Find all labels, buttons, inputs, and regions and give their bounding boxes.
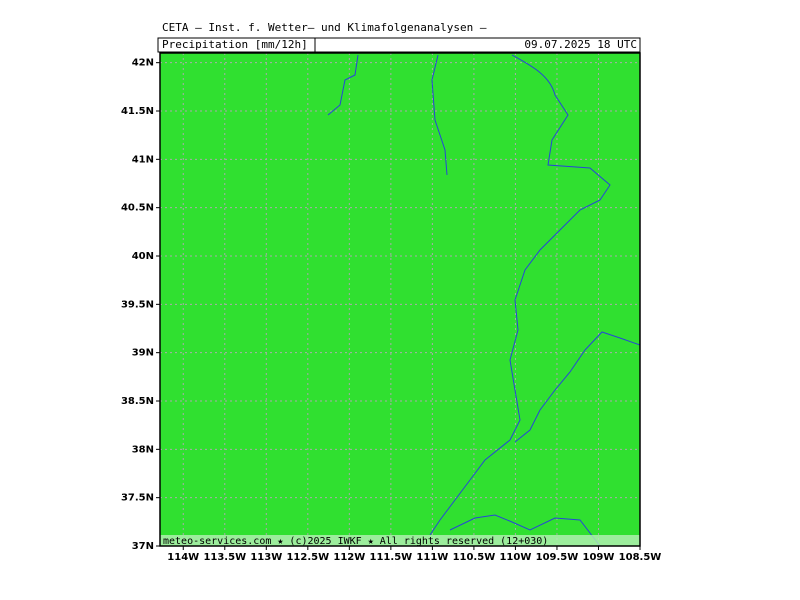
lon-tick-label: 114W <box>167 552 199 563</box>
river <box>449 514 601 547</box>
lon-tick-label: 112W <box>333 552 365 563</box>
lon-tick-label: 113.5W <box>203 552 246 563</box>
lon-tick-label: 110W <box>499 552 531 563</box>
lat-tick-label: 41N <box>132 154 154 165</box>
river <box>514 331 641 443</box>
date: 09.07.2025 18 UTC <box>524 38 637 51</box>
lon-tick-label: 112.5W <box>286 552 329 563</box>
map-frame <box>159 52 641 547</box>
lat-tick-label: 39.5N <box>121 299 154 310</box>
lat-tick-label: 37.5N <box>121 493 154 504</box>
lat-tick-label: 37N <box>132 541 154 552</box>
subtitle-left-box <box>157 37 316 53</box>
lat-tick-label: 39N <box>132 348 154 359</box>
rivers <box>327 54 641 547</box>
lat-tick-label: 41.5N <box>121 106 154 117</box>
lon-tick-label: 110.5W <box>453 552 496 563</box>
lat-tick-label: 38N <box>132 444 154 455</box>
lat-tick-label: 38.5N <box>121 396 154 407</box>
lon-tick-label: 113W <box>250 552 282 563</box>
river <box>429 54 611 536</box>
river <box>327 54 359 116</box>
footer-bar <box>160 535 640 546</box>
footer: meteo-services.com ★ (c)2025 IWKF ★ All … <box>163 536 548 547</box>
lat-tick-label: 40N <box>132 251 154 262</box>
lat-tick-label: 40.5N <box>121 203 154 214</box>
lon-tick-label: 108.5W <box>619 552 662 563</box>
lon-tick-label: 111.5W <box>370 552 413 563</box>
river <box>431 54 448 176</box>
lon-tick-label: 109W <box>583 552 615 563</box>
subtitle: Precipitation [mm/12h] <box>162 38 308 51</box>
map-area <box>160 53 640 546</box>
title: CETA — Inst. f. Wetter— und Klimafolgena… <box>162 21 487 34</box>
lon-tick-label: 109.5W <box>536 552 579 563</box>
lat-tick-label: 42N <box>132 58 154 69</box>
lon-tick-label: 111W <box>416 552 448 563</box>
